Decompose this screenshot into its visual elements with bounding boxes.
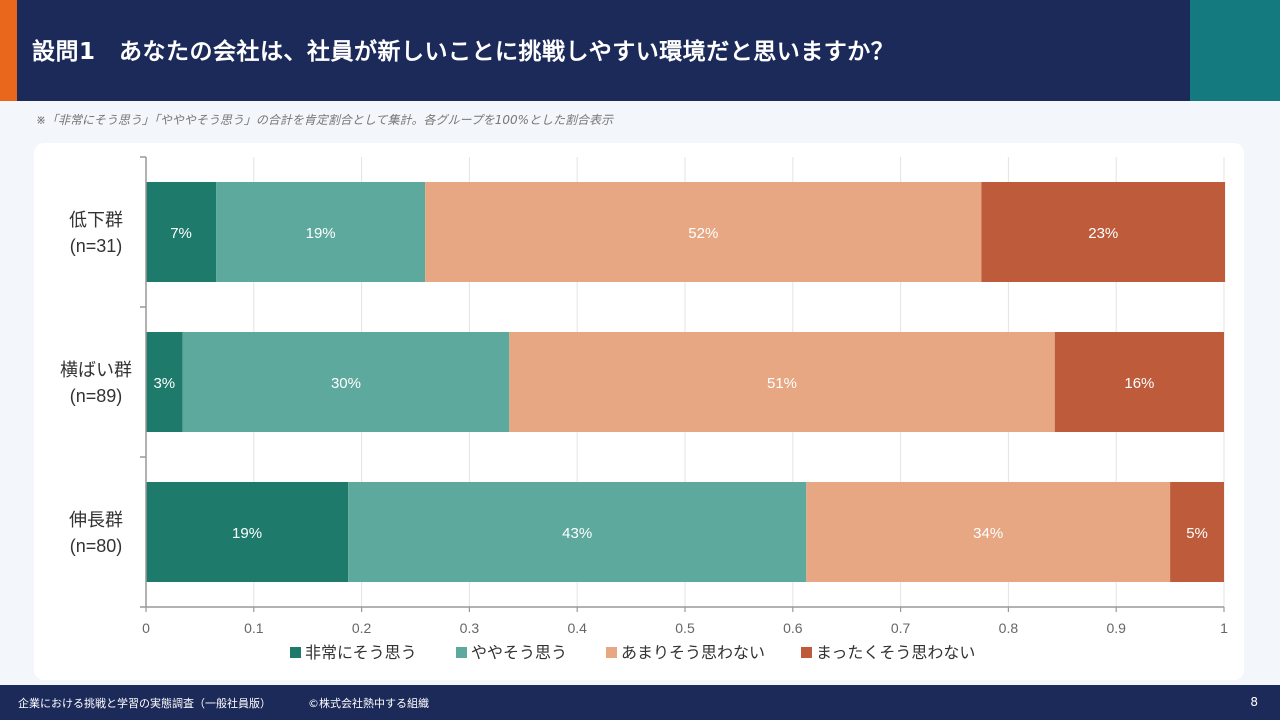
category-n-label: (n=31) bbox=[70, 236, 123, 256]
data-label: 43% bbox=[562, 525, 592, 542]
bar-segment bbox=[348, 482, 807, 582]
x-tick-label: 0.7 bbox=[891, 620, 911, 636]
header-bar: 設問1 あなたの会社は、社員が新しいことに挑戦しやすい環境だと思いますか？ bbox=[0, 0, 1280, 101]
x-tick-label: 0.2 bbox=[352, 620, 372, 636]
x-tick-label: 0.5 bbox=[675, 620, 695, 636]
x-tick-label: 0.4 bbox=[567, 620, 587, 636]
data-label: 7% bbox=[170, 225, 192, 242]
header-accent-teal bbox=[1190, 0, 1280, 101]
legend-swatch bbox=[456, 647, 467, 658]
data-label: 51% bbox=[767, 375, 797, 392]
bar-segment bbox=[146, 182, 217, 282]
footer-copyright: ©株式会社熱中する組織 bbox=[308, 697, 429, 710]
legend-label: まったくそう思わない bbox=[816, 643, 975, 662]
data-label: 19% bbox=[306, 225, 336, 242]
legend-label: あまりそう思わない bbox=[621, 643, 765, 662]
page-title: 設問1 あなたの会社は、社員が新しいことに挑戦しやすい環境だと思いますか？ bbox=[32, 39, 895, 65]
bar-segment bbox=[1170, 482, 1224, 582]
bar-segment bbox=[182, 332, 510, 432]
bar-segment bbox=[146, 332, 183, 432]
x-tick-label: 0.8 bbox=[999, 620, 1019, 636]
category-n-label: (n=89) bbox=[70, 386, 123, 406]
legend-swatch bbox=[606, 647, 617, 658]
bar-segment bbox=[216, 182, 426, 282]
footer-source: 企業における挑戦と学習の実態調査（一般社員版） bbox=[18, 697, 271, 710]
legend-label: 非常にそう思う bbox=[305, 643, 417, 662]
bar-segment bbox=[509, 332, 1055, 432]
x-tick-label: 1 bbox=[1220, 620, 1228, 636]
legend-label: ややそう思う bbox=[471, 643, 567, 662]
legend-swatch bbox=[290, 647, 301, 658]
data-label: 30% bbox=[331, 375, 361, 392]
data-label: 19% bbox=[232, 525, 262, 542]
header-accent-orange bbox=[0, 0, 17, 101]
bar-segment bbox=[981, 182, 1226, 282]
bar-segment bbox=[1054, 332, 1224, 432]
page-number: 8 bbox=[1250, 695, 1258, 709]
data-label: 5% bbox=[1186, 525, 1208, 542]
x-tick-label: 0.3 bbox=[460, 620, 480, 636]
chart-note: ※「非常にそう思う」「やややそう思う」の合計を肯定割合として集計。各グループを1… bbox=[36, 113, 614, 127]
legend-swatch bbox=[801, 647, 812, 658]
footer-bar: 企業における挑戦と学習の実態調査（一般社員版） ©株式会社熱中する組織 8 bbox=[0, 685, 1280, 720]
data-label: 34% bbox=[973, 525, 1003, 542]
category-label: 低下群 bbox=[69, 210, 123, 231]
x-tick-label: 0.1 bbox=[244, 620, 264, 636]
bar-segment bbox=[146, 482, 349, 582]
category-label: 横ばい群 bbox=[60, 360, 132, 381]
chart-card: 7% 19% 52% 23% 低下群 (n=31) 3% 30% 51% 16% 横ばい群 (n=89… bbox=[34, 143, 1244, 680]
data-label: 3% bbox=[153, 375, 175, 392]
bar-segment bbox=[425, 182, 982, 282]
data-label: 52% bbox=[688, 225, 718, 242]
x-tick-label: 0 bbox=[142, 620, 150, 636]
stacked-bar-chart: 7% 19% 52% 23% 低下群 (n=31) 3% 30% 51% 16% 横ばい群 (n=89… bbox=[60, 156, 1228, 662]
x-tick-label: 0.9 bbox=[1106, 620, 1126, 636]
data-label: 16% bbox=[1124, 375, 1154, 392]
data-label: 23% bbox=[1088, 225, 1118, 242]
bar-segment bbox=[806, 482, 1171, 582]
category-n-label: (n=80) bbox=[70, 536, 123, 556]
category-label: 伸長群 bbox=[69, 510, 123, 531]
x-tick-label: 0.6 bbox=[783, 620, 803, 636]
